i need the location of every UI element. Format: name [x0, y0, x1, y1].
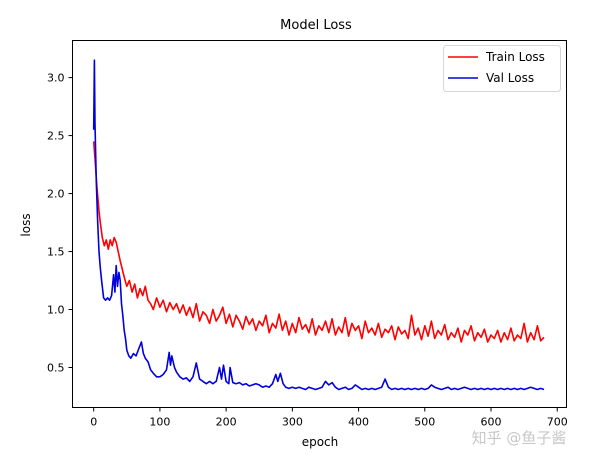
series-line-train-loss: [92, 141, 545, 343]
y-tick-label: 3.0: [47, 72, 65, 85]
x-tick-label: 400: [348, 416, 369, 429]
x-tick-label: 200: [216, 416, 237, 429]
x-tick-label: 300: [282, 416, 303, 429]
plot-area: [72, 40, 567, 408]
series-layer: [92, 59, 545, 391]
y-tick-label: 2.5: [47, 130, 65, 143]
y-axis: 0.5 1.0 1.5 2.0 2.5 3.0: [47, 72, 73, 374]
x-tick-label: 100: [149, 416, 170, 429]
x-tick-label: 0: [90, 416, 97, 429]
y-axis-label: loss: [19, 213, 33, 236]
legend-label-train-loss: Train Loss: [485, 50, 545, 64]
legend: Train Loss Val Loss: [443, 45, 561, 92]
x-tick-label: 600: [481, 416, 502, 429]
y-tick-label: 2.0: [47, 188, 65, 201]
y-tick-label: 1.0: [47, 304, 65, 317]
x-tick-label: 500: [414, 416, 435, 429]
series-line-val-loss: [92, 59, 545, 391]
watermark: 知乎 @鱼子酱: [472, 429, 567, 447]
axes-frame: [72, 40, 567, 408]
x-axis-label: epoch: [302, 435, 339, 449]
x-tick-label: 700: [547, 416, 568, 429]
x-axis: 0 100 200 300 400 500 600 700: [90, 407, 568, 429]
y-tick-label: 0.5: [47, 361, 65, 374]
legend-label-val-loss: Val Loss: [486, 71, 534, 85]
chart-title: Model Loss: [280, 18, 352, 33]
y-tick-label: 1.5: [47, 246, 65, 259]
